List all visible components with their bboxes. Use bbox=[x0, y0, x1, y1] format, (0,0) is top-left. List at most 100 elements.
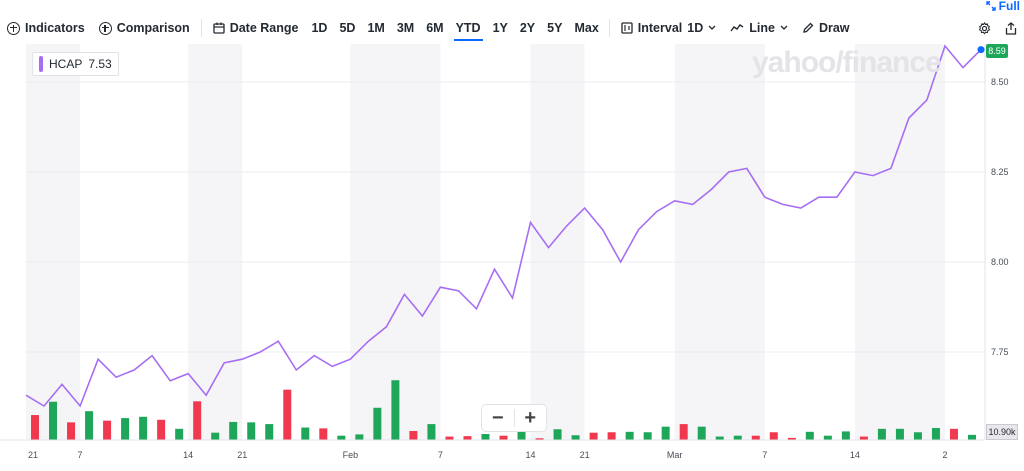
volume-bar bbox=[751, 435, 760, 440]
volume-bar bbox=[823, 435, 832, 440]
legend-value: 7.53 bbox=[88, 57, 112, 71]
date-range-button[interactable]: Date Range bbox=[206, 12, 306, 44]
week-band bbox=[350, 44, 441, 440]
share-button[interactable] bbox=[998, 12, 1024, 44]
volume-bar bbox=[553, 429, 562, 440]
volume-bar bbox=[301, 427, 310, 440]
legend-symbol: HCAP bbox=[49, 57, 83, 71]
last-price-dot bbox=[977, 46, 985, 54]
date-range-label: Date Range bbox=[229, 21, 299, 35]
volume-bar bbox=[643, 432, 652, 440]
week-band bbox=[26, 44, 81, 440]
range-button-1y[interactable]: 1Y bbox=[492, 21, 508, 35]
x-tick-label: 7 bbox=[762, 450, 767, 460]
settings-button[interactable] bbox=[971, 12, 998, 44]
volume-bar bbox=[85, 411, 94, 440]
indicators-label: Indicators bbox=[25, 21, 85, 35]
range-button-5y[interactable]: 5Y bbox=[547, 21, 563, 35]
range-button-1d[interactable]: 1D bbox=[311, 21, 328, 35]
fullscreen-label: Full bbox=[998, 0, 1020, 13]
toolbar-divider bbox=[608, 19, 610, 37]
chevron-down-icon bbox=[780, 25, 788, 30]
range-button-6m[interactable]: 6M bbox=[426, 21, 444, 35]
indicators-button[interactable]: Indicators bbox=[0, 12, 92, 44]
x-tick-label: 21 bbox=[237, 450, 247, 460]
volume-bar bbox=[949, 428, 958, 440]
x-tick-label: 14 bbox=[850, 450, 860, 460]
y-tick-label: 7.75 bbox=[991, 347, 1009, 357]
x-tick-label: 14 bbox=[526, 450, 536, 460]
volume-bar bbox=[67, 422, 76, 440]
week-band bbox=[530, 44, 585, 440]
range-selector: 1D 5D 1M 3M 6M YTD 1Y 2Y 5Y Max bbox=[305, 12, 604, 44]
week-band bbox=[854, 44, 945, 440]
volume-bar bbox=[517, 431, 526, 440]
y-tick-label: 8.00 bbox=[991, 257, 1009, 267]
volume-bar bbox=[157, 419, 166, 440]
volume-bar bbox=[229, 421, 238, 440]
interval-label: Interval bbox=[637, 21, 683, 35]
range-button-ytd[interactable]: YTD bbox=[450, 12, 487, 44]
expand-icon bbox=[985, 1, 996, 11]
pencil-icon bbox=[803, 22, 814, 33]
volume-bar bbox=[31, 415, 40, 440]
volume-bar bbox=[769, 432, 778, 440]
range-button-5d[interactable]: 5D bbox=[339, 21, 356, 35]
volume-bar bbox=[715, 436, 724, 440]
volume-bar bbox=[391, 380, 400, 440]
line-type-button[interactable]: Line bbox=[723, 12, 795, 44]
y-tick-label: 8.50 bbox=[991, 77, 1009, 87]
fullscreen-button[interactable]: Full bbox=[985, 0, 1024, 13]
zoom-out-button[interactable]: − bbox=[491, 406, 504, 429]
volume-bar bbox=[535, 438, 544, 440]
range-button-1m[interactable]: 1M bbox=[367, 21, 385, 35]
volume-bar bbox=[967, 434, 976, 440]
price-line bbox=[25, 44, 982, 408]
x-tick-label: 14 bbox=[183, 450, 193, 460]
volume-bar bbox=[175, 428, 184, 440]
volume-bar bbox=[355, 434, 364, 440]
chevron-down-icon bbox=[708, 25, 716, 30]
volume-bar bbox=[589, 432, 598, 440]
zoom-divider bbox=[513, 409, 515, 427]
yahoo-finance-watermark: yahoo/finance bbox=[752, 46, 942, 79]
volume-bar bbox=[247, 422, 256, 440]
comparison-button[interactable]: Comparison bbox=[92, 12, 197, 44]
volume-bar bbox=[193, 401, 202, 440]
volume-bar bbox=[463, 436, 472, 440]
range-button-max[interactable]: Max bbox=[574, 21, 599, 35]
line-chart-icon bbox=[730, 24, 744, 32]
volume-bar bbox=[841, 431, 850, 440]
comparison-label: Comparison bbox=[116, 21, 190, 35]
interval-value: 1D bbox=[687, 21, 704, 35]
toolbar-divider bbox=[200, 19, 202, 37]
volume-bar bbox=[805, 431, 814, 440]
volume-bar bbox=[931, 427, 940, 440]
range-button-3m[interactable]: 3M bbox=[396, 21, 415, 35]
zoom-in-button[interactable]: + bbox=[524, 406, 537, 429]
price-chart[interactable]: 8.50 8.25 8.00 7.75 21 7 14 21 Feb 7 14 21 Mar 7 14 2 bbox=[0, 44, 1024, 466]
range-button-2y[interactable]: 2Y bbox=[519, 21, 536, 35]
volume-bar bbox=[121, 418, 130, 440]
volume-bar bbox=[607, 432, 616, 440]
volume-bar bbox=[787, 437, 796, 440]
share-icon bbox=[1005, 21, 1017, 35]
chart-toolbar: Indicators Comparison Date Range 1D 5D 1M 3… bbox=[0, 12, 1024, 44]
candle-interval-icon bbox=[621, 22, 633, 34]
gear-icon bbox=[978, 21, 991, 35]
volume-bar bbox=[319, 428, 328, 440]
draw-button[interactable]: Draw bbox=[795, 12, 857, 44]
week-band bbox=[188, 44, 243, 440]
interval-button[interactable]: Interval 1D bbox=[614, 12, 723, 44]
series-legend[interactable]: HCAP 7.53 bbox=[32, 52, 119, 76]
x-tick-label: 21 bbox=[28, 450, 38, 460]
price-chart-svg: 8.50 8.25 8.00 7.75 21 7 14 21 Feb 7 14 21 Mar 7 14 2 bbox=[0, 44, 1009, 460]
volume-bar bbox=[895, 428, 904, 440]
volume-bar bbox=[697, 426, 706, 440]
volume-bar bbox=[733, 435, 742, 440]
volume-bar bbox=[49, 401, 58, 440]
x-tick-label: Mar bbox=[667, 450, 683, 460]
volume-bar bbox=[877, 428, 886, 440]
volume-bar bbox=[679, 424, 688, 440]
x-tick-label: 21 bbox=[580, 450, 590, 460]
